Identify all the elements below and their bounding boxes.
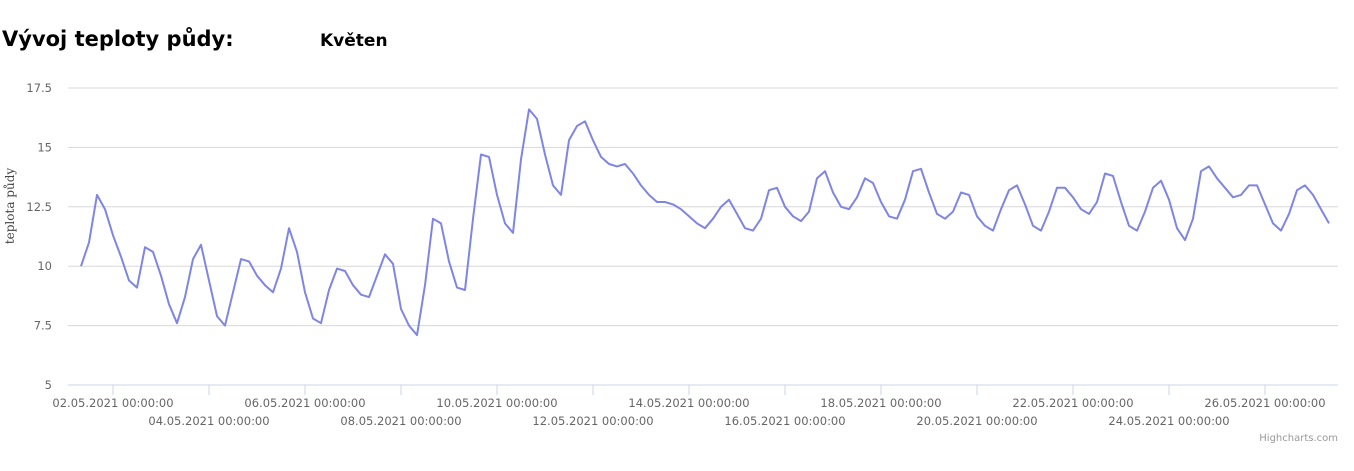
y-tick-label: 5 — [45, 378, 52, 392]
y-tick-label: 10 — [37, 259, 52, 273]
x-tick-label: 10.05.2021 00:00:00 — [436, 396, 557, 410]
y-axis-label: teplota půdy — [2, 168, 17, 245]
x-tick-label: 04.05.2021 00:00:00 — [148, 414, 269, 428]
x-tick-label: 20.05.2021 00:00:00 — [916, 414, 1037, 428]
credits: Highcharts.com — [1259, 433, 1338, 444]
x-tick-label: 18.05.2021 00:00:00 — [820, 396, 941, 410]
x-tick-label: 26.05.2021 00:00:00 — [1204, 396, 1325, 410]
x-tick-label: 22.05.2021 00:00:00 — [1012, 396, 1133, 410]
x-tick-label: 12.05.2021 00:00:00 — [532, 414, 653, 428]
data-line — [80, 108, 1330, 337]
x-tick-label: 06.05.2021 00:00:00 — [244, 396, 365, 410]
x-tick-label: 02.05.2021 00:00:00 — [52, 396, 173, 410]
y-tick-label: 17.5 — [26, 81, 52, 95]
x-tick-label: 14.05.2021 00:00:00 — [628, 396, 749, 410]
chart-subtitle: Květen — [320, 31, 388, 51]
x-tick-label: 16.05.2021 00:00:00 — [724, 414, 845, 428]
x-tick-label: 24.05.2021 00:00:00 — [1108, 414, 1229, 428]
chart-title: Vývoj teploty půdy: — [2, 27, 234, 51]
x-tick-label: 08.05.2021 00:00:00 — [340, 414, 461, 428]
y-tick-label: 15 — [37, 140, 52, 154]
y-tick-label: 12.5 — [26, 200, 52, 214]
y-tick-label: 7.5 — [34, 319, 52, 333]
